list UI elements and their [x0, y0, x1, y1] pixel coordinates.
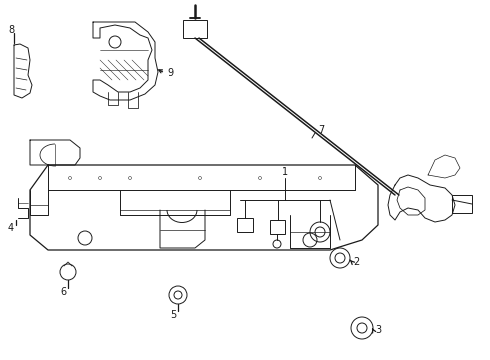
Text: 8: 8	[8, 25, 14, 35]
Text: 1: 1	[282, 167, 288, 177]
Bar	[270, 220, 285, 234]
Text: 4: 4	[8, 223, 14, 233]
Text: 9: 9	[167, 68, 173, 78]
Text: 5: 5	[170, 310, 176, 320]
Text: 7: 7	[318, 125, 324, 135]
Text: 2: 2	[353, 257, 359, 267]
Text: 6: 6	[60, 287, 66, 297]
Bar	[452, 195, 472, 213]
Bar	[237, 218, 253, 232]
Bar	[183, 20, 207, 38]
Text: 3: 3	[375, 325, 381, 335]
